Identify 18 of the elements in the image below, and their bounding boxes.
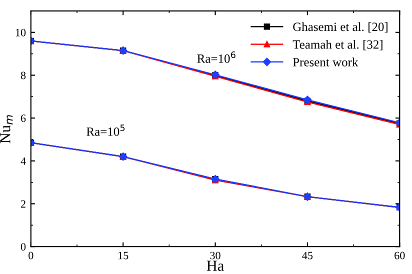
y-tick-label: 6 [20,114,26,122]
x-tick-label: 60 [394,252,405,260]
y-tick-label: 0 [20,243,26,251]
x-tick-label: 45 [302,252,313,260]
legend-label: Teamah et al. [32] [292,40,382,50]
x-axis-title: Ha [206,260,224,271]
y-tick-label: 8 [20,72,26,80]
x-tick-label: 15 [118,252,128,260]
x-tick-label: 0 [28,252,34,260]
legend-label: Present work [292,58,358,66]
x-tick-label: 30 [210,252,220,260]
y-tick-label: 10 [16,28,26,36]
annotation: Ra=10$^{6}$ [197,51,236,63]
y-axis-title: Nu$_{m}$ [0,115,13,144]
y-tick-label: 2 [20,200,26,208]
y-tick-label: 4 [20,157,26,165]
annotation: Ra=10$^{5}$ [86,124,125,136]
legend-label: Ghasemi et al. [20] [293,22,388,33]
